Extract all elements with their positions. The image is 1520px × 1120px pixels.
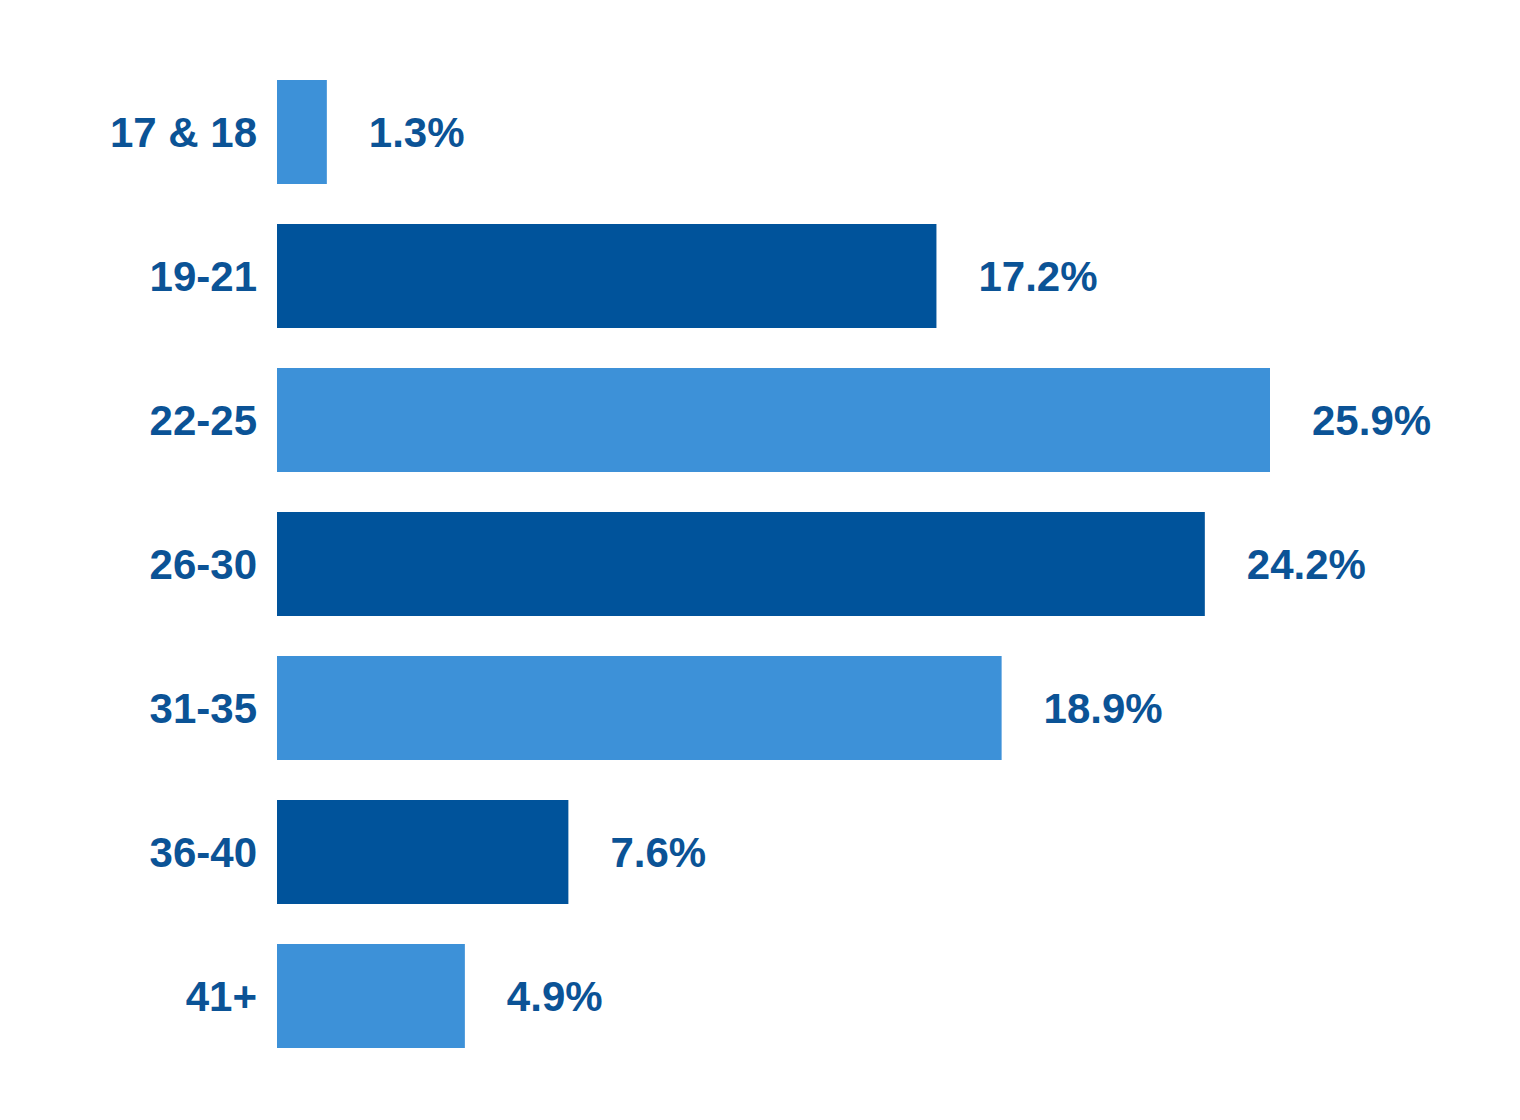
- tick-label: 41+: [186, 973, 257, 1020]
- tick-label: 22-25: [150, 397, 257, 444]
- tick: 22-25: [150, 397, 257, 444]
- tick-label: 19-21: [150, 253, 257, 300]
- data-label: 7.6%: [610, 829, 706, 876]
- data-label: 17.2%: [978, 253, 1097, 300]
- tick-label: 31-35: [150, 685, 257, 732]
- tick-label: 17 & 18: [110, 109, 257, 156]
- tick: 31-35: [150, 685, 257, 732]
- bar: [277, 80, 327, 184]
- bar: [277, 656, 1002, 760]
- tick: 36-40: [150, 829, 257, 876]
- data-label: 25.9%: [1312, 397, 1431, 444]
- tick-label: 26-30: [150, 541, 257, 588]
- bar: [277, 224, 936, 328]
- tick: 17 & 18: [110, 109, 257, 156]
- data-label: 24.2%: [1247, 541, 1366, 588]
- bars: [277, 80, 1270, 1048]
- bar: [277, 944, 465, 1048]
- data-labels: 1.3% 17.2% 25.9% 24.2% 18.9% 7.6% 4.9%: [369, 109, 1431, 1020]
- y-axis: 17 & 18 19-21 22-25 26-30 31-35 36-40 41+: [110, 109, 257, 1020]
- data-label: 4.9%: [507, 973, 603, 1020]
- tick-label: 36-40: [150, 829, 257, 876]
- data-label: 1.3%: [369, 109, 465, 156]
- tick: 41+: [186, 973, 257, 1020]
- tick: 26-30: [150, 541, 257, 588]
- chart-svg: 17 & 1819-2122-2526-3031-3536-4041+1.3%1…: [0, 0, 1520, 1120]
- data-label: 18.9%: [1044, 685, 1163, 732]
- tick: 19-21: [150, 253, 257, 300]
- bar: [277, 368, 1270, 472]
- bar: [277, 512, 1205, 616]
- bar: [277, 800, 568, 904]
